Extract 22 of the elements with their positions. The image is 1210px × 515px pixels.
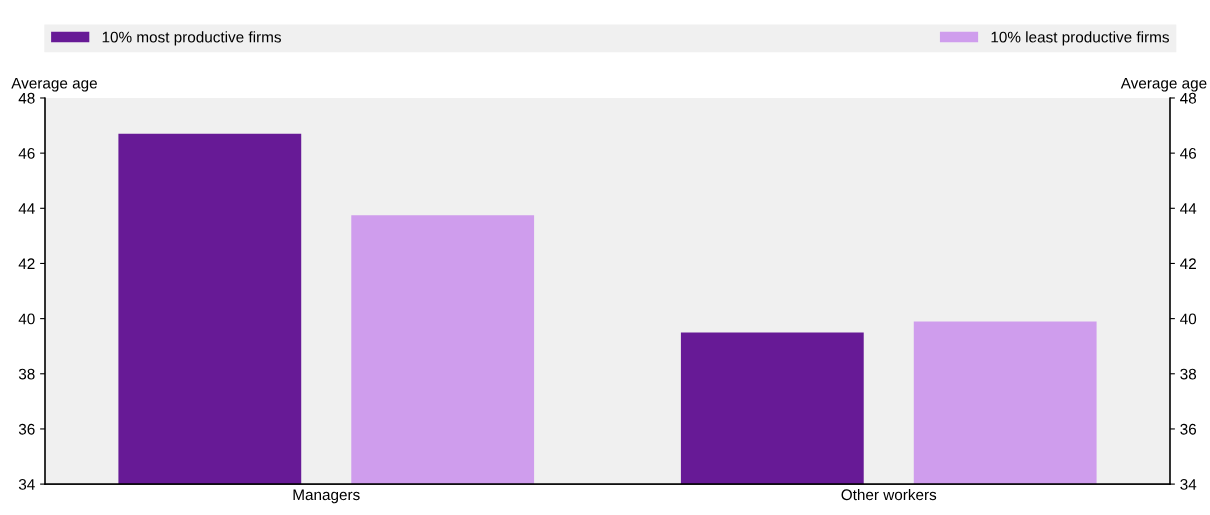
y-tick-label: 34 (18, 478, 35, 490)
y-tick-label: 40 (18, 313, 35, 325)
y-tick-label: 44 (18, 203, 35, 214)
y2-tick-label: 44 (1180, 203, 1197, 214)
y-tick-label: 42 (18, 258, 35, 269)
x-tick-label: Managers (293, 489, 360, 504)
y-tick-label: 46 (18, 148, 35, 159)
y2-tick-label: 46 (1180, 148, 1197, 159)
y2-tick-label: 40 (1180, 313, 1197, 325)
y2-axis-title: Average age (1120, 77, 1207, 92)
y-tick-label: 48 (18, 92, 35, 104)
legend-label: 10% most productive firms (102, 31, 281, 46)
y-tick-label: 36 (18, 423, 35, 435)
x-tick-label: Other workers (841, 488, 937, 501)
y2-tick-label: 42 (1180, 258, 1196, 269)
y2-tick-label: 34 (1180, 478, 1197, 490)
y2-tick-label: 48 (1180, 92, 1197, 104)
y-axis-title: Average age (11, 77, 97, 92)
y2-tick-label: 36 (1180, 423, 1197, 435)
y-tick-label: 38 (18, 368, 35, 380)
legend-label: 10% least productive firms (991, 31, 1169, 46)
y2-tick-label: 38 (1180, 368, 1197, 380)
